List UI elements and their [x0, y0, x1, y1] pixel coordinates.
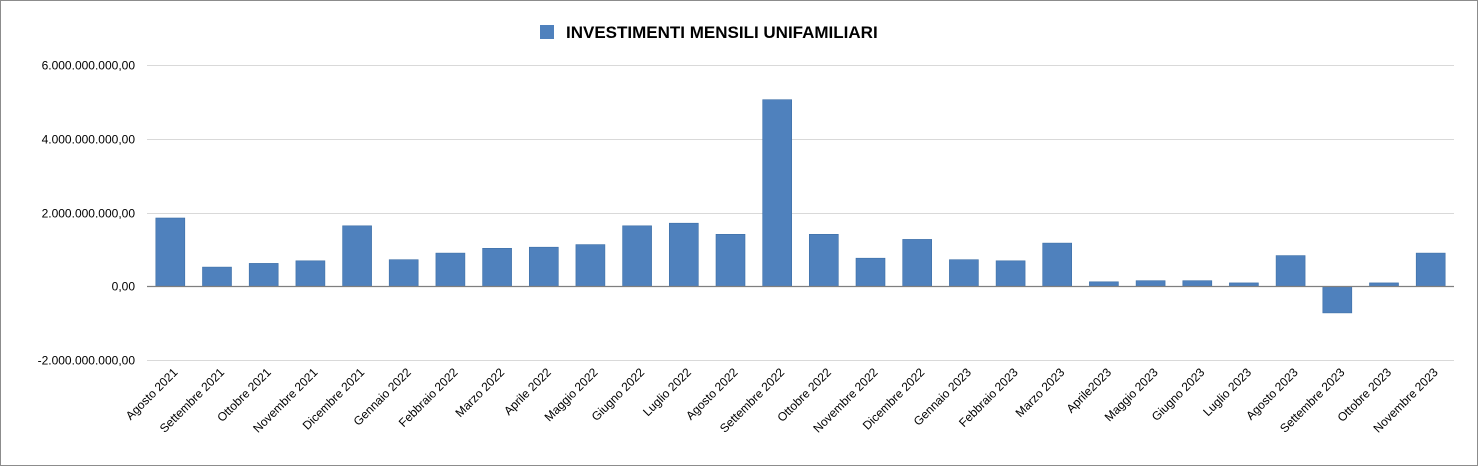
bar — [155, 217, 186, 287]
bar — [1229, 282, 1259, 287]
y-tick-label: 2.000.000.000,00 — [42, 207, 136, 221]
bar — [1415, 252, 1446, 287]
legend: INVESTIMENTI MENSILI UNIFAMILIARI — [540, 23, 878, 42]
bar — [342, 225, 372, 287]
y-tick-label: -2.000.000.000,00 — [38, 354, 136, 368]
bar — [248, 263, 279, 287]
y-tick-label: 6.000.000.000,00 — [42, 59, 136, 73]
bar — [1135, 280, 1166, 287]
bar — [668, 222, 699, 287]
y-tick-label: 0,00 — [112, 280, 136, 294]
bar — [762, 99, 793, 287]
bar — [202, 266, 232, 287]
bar — [622, 225, 652, 287]
bar — [1322, 285, 1353, 314]
bar — [1275, 255, 1306, 287]
bar — [1182, 280, 1213, 287]
legend-swatch — [540, 25, 554, 39]
bars — [155, 99, 1446, 314]
bar — [482, 248, 512, 287]
x-tick-label: Marzo 2022 — [452, 365, 507, 420]
bar — [1089, 281, 1119, 287]
bar — [388, 259, 419, 287]
bar — [1369, 282, 1399, 287]
bar — [528, 246, 559, 287]
bar — [715, 234, 746, 287]
bar — [1042, 242, 1072, 287]
x-tick-label: Marzo 2023 — [1013, 365, 1068, 420]
y-tick-label: 4.000.000.000,00 — [42, 133, 136, 147]
bar — [575, 244, 606, 287]
bar — [902, 239, 933, 287]
bar — [995, 260, 1026, 287]
y-axis-ticks: 6.000.000.000,00 4.000.000.000,00 2.000.00… — [38, 59, 136, 368]
bar — [855, 257, 886, 287]
bar — [295, 260, 326, 287]
bar — [949, 259, 979, 287]
gridlines — [147, 65, 1454, 361]
bar — [808, 234, 839, 287]
legend-label: INVESTIMENTI MENSILI UNIFAMILIARI — [566, 23, 878, 42]
bar — [435, 252, 466, 287]
